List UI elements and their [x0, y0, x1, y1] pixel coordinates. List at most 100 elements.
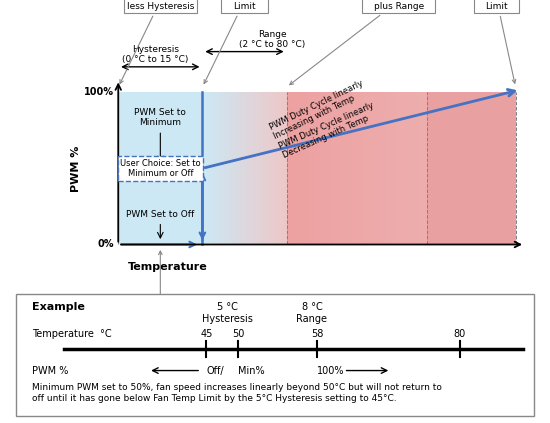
Bar [343, 92, 345, 244]
Bar [204, 92, 206, 244]
Text: Temperature: Temperature [128, 262, 207, 272]
Bar [205, 92, 207, 244]
Text: 5 °C
Hysteresis: 5 °C Hysteresis [202, 302, 253, 324]
Bar [271, 92, 273, 244]
Bar [208, 92, 210, 244]
Bar [285, 92, 287, 244]
Text: 58: 58 [311, 329, 323, 339]
Bar [264, 92, 266, 244]
Bar [279, 92, 282, 244]
Text: 100%: 100% [317, 365, 345, 376]
Bar [371, 92, 373, 244]
Bar [230, 92, 232, 244]
Text: PWM 100%: PWM 100% [397, 321, 452, 331]
Bar [213, 92, 216, 244]
Bar [397, 92, 399, 244]
Bar [420, 92, 422, 244]
Bar [240, 92, 242, 244]
Bar [277, 92, 279, 244]
Bar [281, 92, 283, 244]
Bar [258, 92, 260, 244]
Text: Example: Example [32, 302, 85, 312]
Bar [256, 92, 257, 244]
Bar [225, 92, 227, 244]
Bar [282, 92, 284, 244]
Text: PWM Set to Off: PWM Set to Off [126, 209, 195, 219]
Text: 8 °C
Range: 8 °C Range [296, 302, 327, 324]
Bar [345, 92, 348, 244]
Bar [212, 92, 214, 244]
Bar [298, 92, 301, 244]
Bar [329, 92, 332, 244]
Bar [415, 92, 418, 244]
Text: PWM %: PWM % [71, 145, 81, 192]
Bar [359, 92, 362, 244]
Bar [401, 92, 404, 244]
Bar [312, 92, 315, 244]
Text: 100%: 100% [84, 87, 113, 97]
Bar [229, 92, 231, 244]
Text: Off/: Off/ [206, 365, 224, 376]
Bar [406, 92, 409, 244]
Bar [294, 92, 296, 244]
Text: PWM Set to
Minimum: PWM Set to Minimum [134, 108, 186, 127]
Bar [380, 92, 383, 244]
Bar [404, 92, 406, 244]
Bar [243, 92, 245, 244]
Bar [263, 92, 265, 244]
Bar [387, 92, 390, 244]
Bar [366, 92, 369, 244]
Text: 80: 80 [454, 329, 466, 339]
Bar [317, 92, 320, 244]
Bar [348, 92, 350, 244]
Bar [249, 92, 251, 244]
Text: Fan Temp
Limit: Fan Temp Limit [204, 0, 266, 83]
Text: Temperature  °C: Temperature °C [32, 329, 112, 339]
Bar [331, 92, 334, 244]
Bar [260, 92, 262, 244]
Bar [368, 92, 371, 244]
Bar [373, 92, 376, 244]
Bar [382, 92, 385, 244]
Bar [307, 92, 310, 244]
Bar [364, 92, 366, 244]
Bar [410, 92, 413, 244]
Bar [300, 92, 304, 244]
Bar [422, 92, 425, 244]
Bar [232, 92, 234, 244]
Bar [222, 92, 224, 244]
Bar [228, 92, 229, 244]
Bar [287, 92, 289, 244]
Bar [210, 92, 211, 244]
Bar [261, 92, 263, 244]
Bar [218, 92, 219, 244]
Bar [350, 92, 353, 244]
Text: 45: 45 [200, 329, 212, 339]
Bar [267, 92, 269, 244]
Bar [392, 92, 394, 244]
Bar [270, 92, 272, 244]
Bar [336, 92, 338, 244]
Bar [246, 92, 248, 244]
Bar [221, 92, 223, 244]
Bar [292, 92, 294, 244]
Bar [250, 92, 252, 244]
Bar [236, 92, 238, 244]
Bar [326, 92, 329, 244]
Bar [207, 92, 208, 244]
Text: Fan Temp Limit
less Hysteresis: Fan Temp Limit less Hysteresis [120, 0, 194, 83]
Bar [216, 92, 218, 244]
Bar [284, 92, 285, 244]
Bar [408, 92, 411, 244]
Bar [253, 92, 255, 244]
Bar [296, 92, 299, 244]
Text: PWM Duty Cycle linearly
Increasing with Temp: PWM Duty Cycle linearly Increasing with … [268, 79, 369, 141]
Bar [319, 92, 322, 244]
Bar [278, 92, 280, 244]
Text: PWM %: PWM % [32, 365, 69, 376]
Bar [276, 92, 277, 244]
Bar [384, 92, 388, 244]
Bar [223, 92, 225, 244]
Bar [239, 92, 241, 244]
Bar [202, 92, 204, 244]
